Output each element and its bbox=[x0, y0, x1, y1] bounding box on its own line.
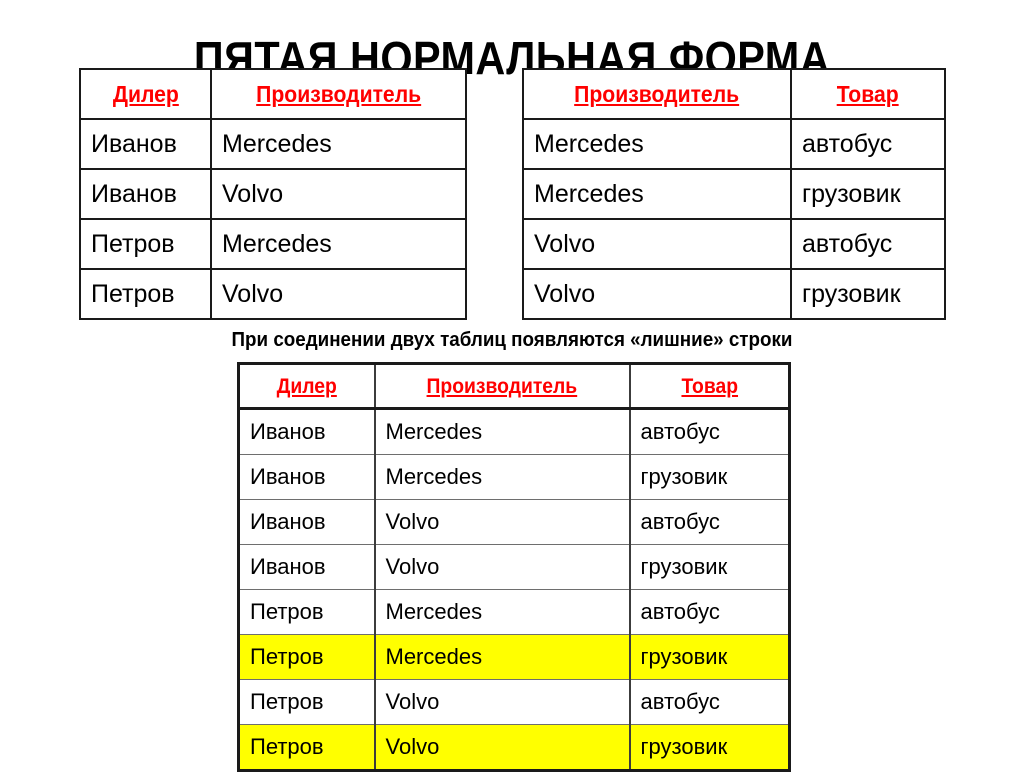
cell-manufacturer: Volvo bbox=[210, 268, 467, 320]
table-row: Иванов Volvo автобус bbox=[237, 499, 791, 545]
cell-manufacturer: Mercedes bbox=[373, 634, 631, 680]
cell-manufacturer: Mercedes bbox=[373, 408, 631, 455]
table-row: Mercedes грузовик bbox=[522, 168, 946, 220]
cell-manufacturer: Volvo bbox=[373, 544, 631, 590]
cell-manufacturer: Volvo bbox=[373, 679, 631, 725]
cell-manufacturer: Volvo bbox=[522, 218, 792, 270]
cell-dealer: Иванов bbox=[237, 454, 376, 500]
cell-product: грузовик bbox=[628, 454, 791, 500]
cell-manufacturer: Volvo bbox=[373, 724, 631, 771]
table-row: Volvo автобус bbox=[522, 218, 946, 270]
table-dealer-manufacturer: Дилер Производитель Иванов Mercedes Иван… bbox=[79, 68, 467, 320]
cell-product: грузовик bbox=[790, 268, 946, 320]
cell-dealer: Петров bbox=[237, 724, 376, 771]
table-row: Петров Mercedes bbox=[79, 218, 467, 270]
table-row: Иванов Mercedes bbox=[79, 118, 467, 170]
cell-product: автобус bbox=[628, 589, 791, 635]
cell-manufacturer: Mercedes bbox=[210, 218, 467, 270]
column-header-dealer-label: Дилер bbox=[112, 80, 179, 107]
cell-manufacturer: Mercedes bbox=[522, 118, 792, 170]
cell-dealer: Иванов bbox=[79, 168, 212, 220]
cell-product: автобус bbox=[628, 679, 791, 725]
column-header-product: Товар bbox=[790, 68, 946, 120]
cell-dealer: Иванов bbox=[237, 544, 376, 590]
cell-dealer: Петров bbox=[237, 679, 376, 725]
table-row-highlighted: Петров Mercedes грузовик bbox=[237, 634, 791, 680]
cell-manufacturer: Mercedes bbox=[210, 118, 467, 170]
cell-product: автобус bbox=[628, 408, 791, 455]
cell-dealer: Иванов bbox=[237, 408, 376, 455]
table-header-row: Дилер Производитель Товар bbox=[237, 363, 791, 410]
cell-dealer: Петров bbox=[79, 268, 212, 320]
table-row: Петров Mercedes автобус bbox=[237, 589, 791, 635]
cell-product: грузовик bbox=[628, 724, 791, 771]
column-header-product-label: Товар bbox=[837, 80, 899, 107]
column-header-dealer-label: Дилер bbox=[276, 375, 337, 398]
cell-manufacturer: Mercedes bbox=[373, 454, 631, 500]
cell-dealer: Иванов bbox=[79, 118, 212, 170]
column-header-dealer: Дилер bbox=[237, 363, 376, 410]
cell-product: автобус bbox=[790, 218, 946, 270]
table-row: Петров Volvo автобус bbox=[237, 679, 791, 725]
column-header-manufacturer-label: Производитель bbox=[256, 80, 421, 107]
join-explanation-caption: При соединении двух таблиц появляются «л… bbox=[231, 329, 793, 351]
cell-manufacturer: Mercedes bbox=[373, 589, 631, 635]
cell-product: автобус bbox=[628, 499, 791, 545]
cell-product: грузовик bbox=[790, 168, 946, 220]
cell-product: грузовик bbox=[628, 544, 791, 590]
cell-product: грузовик bbox=[628, 634, 791, 680]
cell-product: автобус bbox=[790, 118, 946, 170]
table-row: Иванов Volvo грузовик bbox=[237, 544, 791, 590]
column-header-manufacturer: Производитель bbox=[210, 68, 467, 120]
table-header-row: Дилер Производитель bbox=[79, 68, 467, 120]
column-header-product-label: Товар bbox=[680, 375, 738, 398]
table-manufacturer-product: Производитель Товар Mercedes автобус Mer… bbox=[522, 68, 946, 320]
column-header-manufacturer: Производитель bbox=[522, 68, 792, 120]
table-row-highlighted: Петров Volvo грузовик bbox=[237, 724, 791, 771]
cell-dealer: Петров bbox=[237, 589, 376, 635]
table-row: Иванов Mercedes грузовик bbox=[237, 454, 791, 500]
column-header-product: Товар bbox=[628, 363, 791, 410]
cell-dealer: Петров bbox=[79, 218, 212, 270]
cell-manufacturer: Volvo bbox=[522, 268, 792, 320]
column-header-manufacturer-label: Производитель bbox=[426, 375, 578, 398]
table-header-row: Производитель Товар bbox=[522, 68, 946, 120]
column-header-dealer: Дилер bbox=[79, 68, 212, 120]
cell-dealer: Петров bbox=[237, 634, 376, 680]
table-row: Mercedes автобус bbox=[522, 118, 946, 170]
table-row: Иванов Volvo bbox=[79, 168, 467, 220]
table-row: Иванов Mercedes автобус bbox=[237, 408, 791, 455]
table-row: Volvo грузовик bbox=[522, 268, 946, 320]
cell-manufacturer: Mercedes bbox=[522, 168, 792, 220]
table-joined-result: Дилер Производитель Товар Иванов Mercede… bbox=[237, 362, 791, 772]
column-header-manufacturer: Производитель bbox=[373, 363, 631, 410]
table-row: Петров Volvo bbox=[79, 268, 467, 320]
cell-dealer: Иванов bbox=[237, 499, 376, 545]
cell-manufacturer: Volvo bbox=[373, 499, 631, 545]
cell-manufacturer: Volvo bbox=[210, 168, 467, 220]
column-header-manufacturer-label: Производитель bbox=[574, 80, 740, 107]
